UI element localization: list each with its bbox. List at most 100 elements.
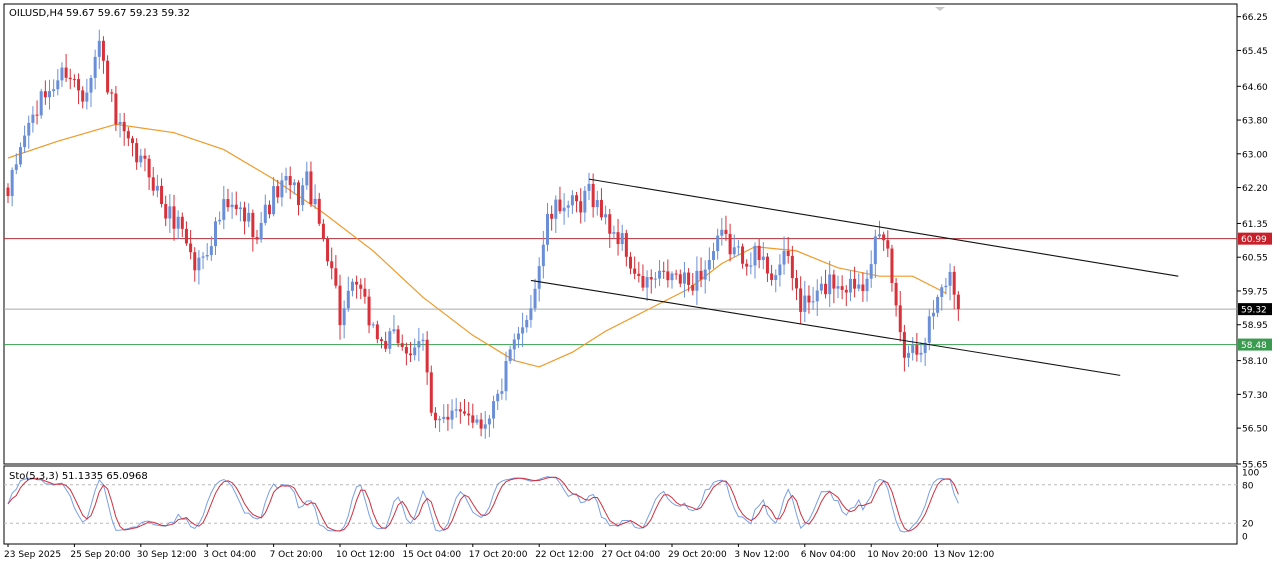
bull-candle[interactable] [940, 287, 944, 297]
bear-candle[interactable] [637, 273, 641, 277]
bear-candle[interactable] [267, 204, 271, 215]
bear-candle[interactable] [894, 282, 898, 306]
bear-candle[interactable] [297, 182, 300, 206]
bull-candle[interactable] [936, 296, 940, 313]
bull-candle[interactable] [417, 341, 421, 348]
bear-candle[interactable] [409, 353, 413, 356]
bear-candle[interactable] [886, 240, 890, 249]
bear-candle[interactable] [172, 206, 176, 229]
bull-candle[interactable] [682, 272, 686, 284]
bear-candle[interactable] [741, 246, 745, 264]
bull-candle[interactable] [31, 114, 35, 123]
bear-candle[interactable] [678, 274, 682, 284]
bull-candle[interactable] [475, 419, 479, 423]
bull-candle[interactable] [492, 401, 496, 419]
bear-candle[interactable] [624, 233, 628, 257]
bear-candle[interactable] [317, 198, 321, 224]
price-panel[interactable]: 66.25 65.45 64.60 63.80 63.00 62.20 61.35 60.55… [3, 3, 1272, 471]
bear-candle[interactable] [479, 419, 483, 429]
bull-candle[interactable] [85, 92, 89, 102]
bull-candle[interactable] [438, 418, 442, 421]
bear-candle[interactable] [616, 232, 620, 245]
bull-candle[interactable] [815, 290, 819, 302]
bull-candle[interactable] [811, 301, 815, 303]
bear-candle[interactable] [309, 171, 313, 205]
bull-candle[interactable] [566, 205, 570, 208]
bear-candle[interactable] [6, 187, 10, 197]
bear-candle[interactable] [890, 248, 894, 283]
bear-candle[interactable] [101, 40, 105, 61]
bull-candle[interactable] [583, 190, 587, 213]
bull-candle[interactable] [761, 256, 765, 261]
bull-candle[interactable] [350, 281, 354, 291]
bear-candle[interactable] [550, 213, 554, 219]
bull-candle[interactable] [541, 244, 545, 267]
bear-candle[interactable] [898, 305, 902, 333]
bull-candle[interactable] [238, 207, 242, 210]
bear-candle[interactable] [633, 268, 637, 274]
bull-candle[interactable] [828, 274, 832, 295]
channel-upper-line[interactable] [588, 178, 1179, 277]
bull-candle[interactable] [778, 264, 782, 276]
bear-candle[interactable] [288, 176, 292, 186]
bull-candle[interactable] [529, 308, 533, 320]
bull-candle[interactable] [442, 416, 446, 419]
bull-candle[interactable] [155, 185, 159, 191]
bull-candle[interactable] [118, 121, 122, 125]
bear-candle[interactable] [396, 329, 400, 344]
bear-candle[interactable] [81, 90, 85, 102]
bear-candle[interactable] [745, 263, 749, 267]
bear-candle[interactable] [728, 233, 732, 255]
bull-candle[interactable] [23, 135, 27, 148]
bull-candle[interactable] [93, 56, 97, 78]
bear-candle[interactable] [367, 296, 371, 326]
bear-candle[interactable] [579, 201, 583, 213]
bear-candle[interactable] [72, 79, 76, 81]
bull-candle[interactable] [39, 91, 43, 116]
bear-candle[interactable] [355, 281, 359, 285]
bear-candle[interactable] [799, 288, 803, 312]
bear-candle[interactable] [662, 270, 666, 272]
bull-candle[interactable] [720, 229, 724, 236]
bull-candle[interactable] [695, 270, 699, 291]
bull-candle[interactable] [612, 232, 616, 234]
bull-candle[interactable] [483, 424, 487, 429]
bear-candle[interactable] [363, 288, 367, 297]
bear-candle[interactable] [467, 413, 471, 416]
bear-candle[interactable] [404, 346, 408, 354]
bull-candle[interactable] [305, 171, 309, 186]
bull-candle[interactable] [413, 347, 417, 356]
bear-candle[interactable] [64, 67, 68, 78]
bull-candle[interactable] [620, 233, 624, 245]
bull-candle[interactable] [907, 352, 911, 358]
bull-candle[interactable] [392, 329, 396, 332]
bear-candle[interactable] [844, 289, 848, 293]
bear-candle[interactable] [77, 79, 81, 91]
bull-candle[interactable] [537, 266, 541, 289]
bear-candle[interactable] [433, 412, 437, 421]
bull-candle[interactable] [214, 221, 217, 247]
bear-candle[interactable] [68, 77, 72, 80]
bull-candle[interactable] [487, 418, 491, 425]
bear-candle[interactable] [757, 245, 761, 261]
bull-candle[interactable] [280, 180, 284, 198]
bull-candle[interactable] [97, 40, 101, 57]
channel-lower-line[interactable] [530, 279, 1121, 376]
bear-candle[interactable] [882, 234, 886, 241]
stochastic-panel[interactable]: 100 80 20 0 Sto(5,3,3) 51.1335 65.0968 [3, 465, 1259, 545]
bear-candle[interactable] [599, 199, 603, 218]
bull-candle[interactable] [944, 285, 948, 288]
bull-candle[interactable] [753, 245, 757, 266]
bear-candle[interactable] [334, 268, 338, 286]
bull-candle[interactable] [504, 361, 508, 392]
bull-candle[interactable] [931, 312, 935, 317]
bull-candle[interactable] [10, 169, 14, 197]
bull-candle[interactable] [653, 278, 657, 280]
bull-candle[interactable] [595, 199, 599, 208]
bear-candle[interactable] [915, 345, 919, 355]
bull-candle[interactable] [774, 275, 778, 280]
bull-candle[interactable] [247, 212, 251, 222]
bear-candle[interactable] [641, 276, 645, 288]
bear-candle[interactable] [143, 155, 147, 159]
bull-candle[interactable] [56, 80, 60, 90]
